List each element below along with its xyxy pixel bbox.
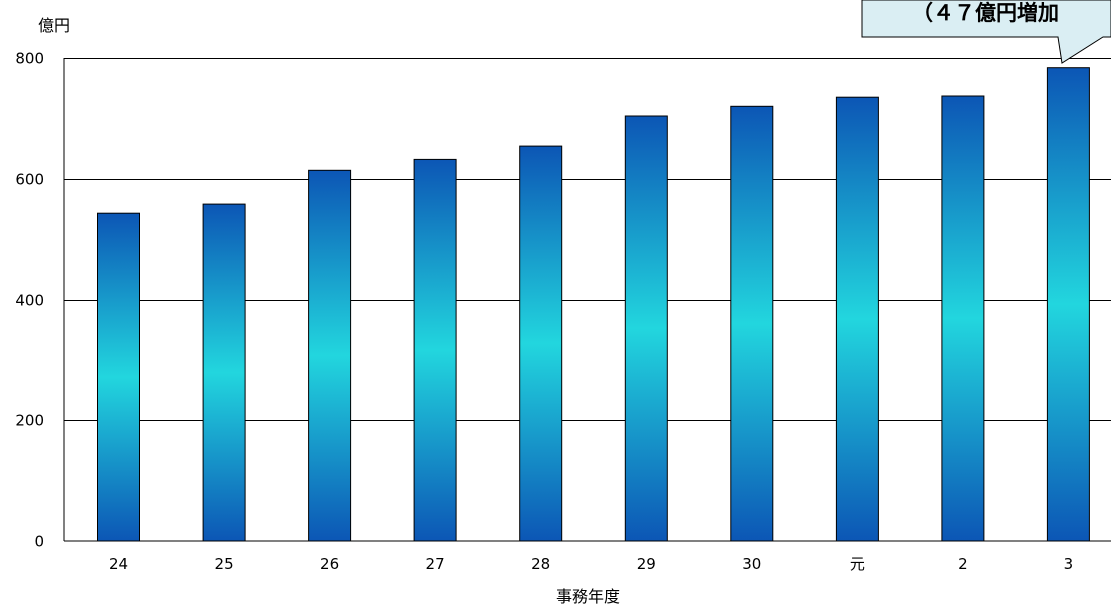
- y-tick-label: 400: [15, 292, 44, 310]
- x-tick-label: 24: [109, 555, 128, 573]
- bar-28: [519, 145, 563, 542]
- bars: [97, 67, 1090, 542]
- callout: （４７億円増加: [861, 0, 1111, 64]
- x-tick-label: 元: [850, 555, 865, 573]
- bar-25: [202, 203, 246, 542]
- bar-27: [413, 158, 457, 542]
- callout-text: （４７億円増加: [912, 1, 1059, 25]
- x-tick-label: 29: [637, 555, 656, 573]
- y-tick-label: 600: [15, 171, 44, 189]
- bar-29: [624, 115, 668, 542]
- y-tick-label: 800: [15, 50, 44, 68]
- x-tick-label: 27: [426, 555, 445, 573]
- x-tick-labels: 24 25 26 27 28 29 30 元 2 3: [109, 555, 1073, 573]
- bar-元: [835, 96, 879, 542]
- axes: [63, 58, 1111, 542]
- y-tick-label: 0: [34, 533, 44, 551]
- bar-26: [308, 169, 352, 542]
- x-axis-title: 事務年度: [556, 587, 620, 606]
- x-tick-label: 25: [215, 555, 234, 573]
- y-axis-unit-label: 億円: [38, 16, 70, 35]
- x-tick-label: 28: [531, 555, 550, 573]
- callout-box: [861, 0, 1111, 64]
- bar-24: [97, 212, 140, 542]
- x-tick-label: 26: [320, 555, 339, 573]
- bar-3: [1046, 67, 1090, 542]
- bar-30: [730, 105, 774, 542]
- x-tick-label: 30: [742, 555, 761, 573]
- x-tick-label: 3: [1064, 555, 1074, 573]
- x-tick-label: 2: [958, 555, 968, 573]
- y-tick-label: 200: [15, 412, 44, 430]
- bar-2: [941, 95, 985, 542]
- y-tick-labels: 0 200 400 600 800: [15, 50, 44, 551]
